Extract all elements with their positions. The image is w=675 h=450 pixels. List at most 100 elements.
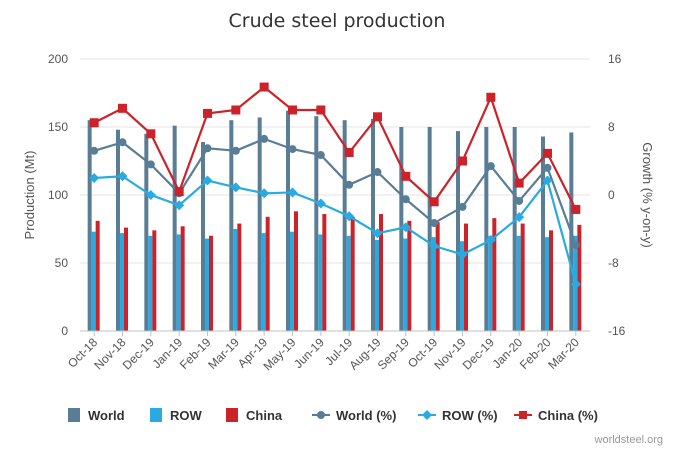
chart-title: Crude steel production: [229, 10, 446, 32]
point-world: [486, 162, 495, 171]
y-left-tick-label: 150: [48, 120, 68, 134]
bar-world: [172, 125, 177, 331]
bar-world: [201, 141, 205, 331]
bar-china: [124, 227, 128, 331]
x-tick-label: May-19: [260, 335, 298, 373]
y-right-tick-label: -8: [608, 256, 619, 270]
line-china: [93, 85, 577, 210]
point-china: [316, 105, 326, 115]
y-left-tick-label: 100: [48, 188, 68, 202]
y-axis-left-title: Production (Mt): [22, 151, 37, 240]
bar-world: [427, 127, 432, 331]
legend-label-row: ROW: [170, 408, 203, 423]
point-row: [174, 200, 185, 211]
point-world: [146, 160, 155, 169]
point-row: [372, 228, 383, 239]
bar-china: [95, 220, 100, 331]
legend-swatch-china: [226, 408, 238, 422]
point-row: [400, 222, 411, 233]
point-china: [429, 197, 439, 207]
point-china: [486, 92, 496, 102]
point-china: [571, 204, 581, 214]
point-row: [514, 212, 525, 223]
x-tick-label: Dec-19: [120, 335, 157, 372]
point-world: [571, 241, 580, 250]
bar-row: [403, 238, 408, 331]
legend-label-world: World: [88, 408, 125, 423]
x-tick-label: Mar-19: [205, 335, 242, 372]
axes: 050100150200-16-80816Oct-18Nov-18Dec-19J…: [48, 52, 626, 373]
bar-china: [549, 230, 553, 331]
legend: World ROW China World (%) ROW (%) China (%): [68, 408, 598, 423]
point-row: [344, 211, 355, 222]
legend-marker-row: [422, 410, 432, 420]
bar-row: [261, 233, 266, 331]
point-world: [316, 151, 325, 160]
bar-china: [435, 222, 440, 331]
legend-label-china: China: [246, 408, 283, 423]
point-china: [118, 103, 127, 113]
bar-row: [346, 235, 351, 331]
bar-china: [407, 220, 412, 331]
point-world: [231, 146, 240, 155]
legend-marker-china: [519, 411, 527, 419]
point-china: [259, 82, 269, 92]
y-left-tick-label: 200: [48, 52, 68, 66]
line-world: [93, 137, 577, 246]
point-world: [118, 138, 127, 147]
y-right-tick-label: 0: [608, 188, 615, 202]
bar-row: [488, 235, 493, 331]
point-china: [174, 187, 184, 197]
bar-world: [456, 131, 460, 331]
legend-swatch-world: [68, 408, 80, 422]
bar-china: [209, 235, 213, 331]
bar-world: [512, 127, 517, 331]
bar-world: [541, 136, 545, 331]
bar-world: [314, 116, 319, 332]
point-world: [543, 163, 552, 172]
y-right-tick-label: -16: [608, 324, 626, 338]
bar-row: [318, 234, 323, 331]
point-world: [401, 195, 410, 204]
bar-china: [237, 223, 242, 331]
bar-world: [286, 110, 290, 332]
bar-row: [431, 237, 436, 331]
x-tick-label: Sep-19: [375, 335, 412, 372]
point-world: [345, 180, 354, 189]
point-row: [429, 241, 440, 251]
bar-china: [464, 223, 468, 331]
bar-china: [180, 226, 185, 331]
bar-row: [148, 235, 153, 331]
point-world: [515, 196, 524, 205]
line-row: [94, 175, 577, 285]
point-row: [287, 187, 298, 198]
bar-row: [375, 239, 379, 331]
x-tick-label: Dec-19: [460, 335, 497, 372]
y-left-tick-label: 50: [55, 256, 69, 270]
point-china: [458, 156, 467, 166]
bar-china: [322, 214, 327, 331]
bar-row: [290, 231, 294, 331]
bar-china: [577, 224, 582, 331]
bar-world: [87, 120, 92, 331]
bar-row: [233, 229, 238, 331]
point-row: [202, 175, 213, 186]
y-right-tick-label: 16: [608, 52, 622, 66]
point-china: [203, 108, 212, 118]
credit-text: worldsteel.org: [594, 434, 663, 446]
point-world: [458, 202, 467, 211]
bar-china: [520, 223, 525, 331]
point-row: [457, 249, 468, 260]
point-world: [90, 146, 99, 155]
y-left-tick-label: 0: [61, 324, 68, 338]
point-world: [260, 134, 269, 143]
bar-row: [516, 235, 521, 331]
bar-row: [176, 234, 181, 331]
point-row: [117, 171, 128, 182]
bar-row: [120, 233, 124, 331]
bar-china: [152, 230, 157, 331]
bar-row: [460, 241, 464, 331]
point-china: [288, 105, 297, 115]
point-china: [373, 112, 382, 122]
point-row: [230, 182, 241, 193]
